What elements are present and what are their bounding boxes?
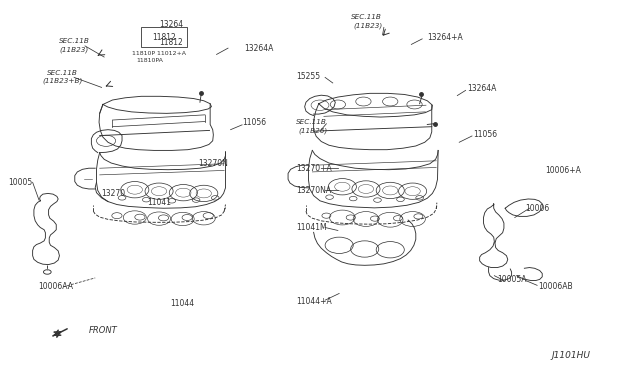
Text: 10005A: 10005A [497,275,527,284]
Text: (11B26): (11B26) [298,127,328,134]
Text: 11044: 11044 [170,299,194,308]
Text: 10006AA: 10006AA [38,282,73,291]
FancyBboxPatch shape [141,28,187,46]
Text: 11810PA: 11810PA [137,58,164,63]
Text: 13264: 13264 [159,20,183,29]
Text: 13264A: 13264A [467,84,496,93]
Text: (11B23+B): (11B23+B) [43,78,83,84]
Text: 13270+A: 13270+A [296,164,332,173]
Text: SEC.11B: SEC.11B [47,70,77,76]
Text: FRONT: FRONT [89,326,118,335]
Text: 13264+A: 13264+A [428,33,463,42]
Text: 10006: 10006 [525,204,550,213]
Text: 11041M: 11041M [296,223,326,232]
Text: 11810P 11012+A: 11810P 11012+A [132,51,186,56]
Text: 11812: 11812 [152,32,176,42]
Text: 10006+A: 10006+A [545,166,580,175]
Text: J1101HU: J1101HU [551,351,590,360]
Text: 11056: 11056 [473,130,497,140]
Text: 10005: 10005 [8,178,33,187]
Text: 11056: 11056 [242,118,266,127]
Text: (11B23): (11B23) [353,23,383,29]
Text: SEC.11B: SEC.11B [296,119,326,125]
Text: SEC.11B: SEC.11B [351,15,381,20]
Text: 13270N: 13270N [198,158,228,167]
Text: 11812: 11812 [159,38,183,47]
Text: 13270: 13270 [102,189,125,198]
Text: 11044+A: 11044+A [296,297,332,306]
Text: (11B23): (11B23) [60,46,89,53]
Text: 11041: 11041 [148,198,172,207]
Text: 10006AB: 10006AB [538,282,573,291]
Text: 13264A: 13264A [244,44,274,52]
Text: SEC.11B: SEC.11B [60,38,90,44]
Text: 13270NA: 13270NA [296,186,331,195]
Text: 15255: 15255 [296,72,320,81]
